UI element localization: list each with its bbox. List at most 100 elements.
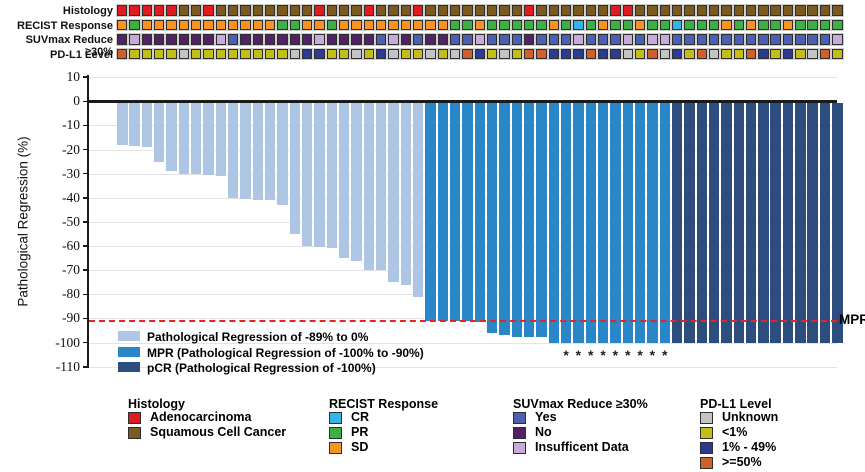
track-cell-pdl1 (548, 48, 559, 60)
track-cell-pdl1 (819, 48, 831, 60)
bar-regression (400, 102, 412, 285)
track-cell-pdl1 (684, 48, 695, 60)
track-cell-suvmax (166, 34, 177, 45)
track-cell-suvmax (474, 34, 485, 45)
bar-regression (351, 102, 362, 261)
track-cell-recist (819, 19, 831, 31)
inner-legend-label: Pathological Regression of -89% to 0% (147, 330, 369, 344)
track-cell-recist (486, 19, 498, 31)
track-cell-pdl1 (338, 48, 350, 60)
legend-swatch (700, 456, 713, 469)
track-cell-pdl1 (425, 48, 436, 60)
legend-item-label: Unknown (722, 410, 779, 424)
track-cell-histology (745, 5, 757, 16)
track-cell-suvmax (548, 34, 559, 45)
legend-item-label: >=50% (722, 455, 762, 469)
track-cell-histology (141, 5, 153, 16)
track-cell-suvmax (437, 34, 448, 45)
track-cell-histology (462, 5, 473, 16)
y-tick-label: -90 (62, 310, 80, 326)
bar-pcr (758, 102, 769, 343)
track-cell-pdl1 (240, 48, 251, 60)
track-cell-suvmax (289, 34, 300, 45)
track-cell-suvmax (277, 34, 288, 45)
bar-mpr (610, 102, 621, 343)
track-cell-suvmax (585, 34, 596, 45)
bar-pcr (721, 102, 732, 343)
track-cell-pdl1 (129, 48, 140, 60)
track-cell-histology (684, 5, 695, 16)
track-cell-histology (499, 5, 510, 16)
track-label-suvmax: SUVmax Reduce ≥30% (25, 34, 113, 58)
bar-regression (277, 102, 288, 206)
track-cell-pdl1 (671, 48, 683, 60)
y-tick (83, 317, 88, 320)
track-cell-histology (425, 5, 436, 16)
bar-mpr (622, 102, 634, 343)
legend-swatch (700, 426, 713, 439)
track-cell-pdl1 (745, 48, 757, 60)
track-cell-pdl1 (486, 48, 498, 60)
track-cell-recist (721, 19, 732, 31)
track-cell-pdl1 (696, 48, 707, 60)
track-cell-recist (117, 19, 128, 31)
y-tick-label: -60 (62, 238, 80, 254)
track-cell-suvmax (240, 34, 251, 45)
track-cell-pdl1 (314, 48, 325, 60)
bar-regression (117, 102, 128, 145)
track-cell-recist (610, 19, 621, 31)
track-cell-recist (289, 19, 300, 31)
legend-item-label: CR (351, 410, 370, 424)
track-cell-histology (129, 5, 140, 16)
bar-regression (326, 102, 338, 249)
track-cell-histology (338, 5, 350, 16)
track-cell-suvmax (721, 34, 732, 45)
y-tick (83, 148, 88, 151)
asterisk: * (661, 347, 668, 363)
track-cell-pdl1 (178, 48, 190, 60)
track-cell-recist (758, 19, 769, 31)
track-cell-recist (745, 19, 757, 31)
track-cell-histology (449, 5, 461, 16)
track-cell-suvmax (523, 34, 535, 45)
track-cell-pdl1 (708, 48, 720, 60)
asterisk: * (563, 347, 569, 363)
bar-pcr (832, 102, 843, 343)
legend-swatch (128, 411, 141, 424)
y-tick-label: -20 (62, 141, 80, 157)
track-cell-suvmax (560, 34, 572, 45)
track-cell-pdl1 (647, 48, 658, 60)
mpr-threshold-line (89, 320, 837, 322)
track-cell-histology (647, 5, 658, 16)
track-cell-histology (795, 5, 806, 16)
bar-mpr (511, 102, 523, 337)
track-label-recist: RECIST Response (17, 19, 113, 32)
track-cell-suvmax (351, 34, 362, 45)
bar-regression (190, 102, 202, 174)
track-cell-recist (782, 19, 794, 31)
track-cell-histology (832, 5, 843, 16)
track-cell-suvmax (634, 34, 646, 45)
track-cell-histology (166, 5, 177, 16)
track-cell-pdl1 (363, 48, 374, 60)
bar-regression (141, 102, 153, 148)
track-cell-recist (634, 19, 646, 31)
y-tick (83, 100, 88, 103)
bar-pcr (696, 102, 707, 343)
track-cell-recist (474, 19, 485, 31)
bar-mpr (462, 102, 473, 321)
inner-legend-swatch (118, 331, 140, 341)
bar-regression (215, 102, 227, 177)
track-cell-recist (560, 19, 572, 31)
track-cell-histology (721, 5, 732, 16)
legend-item-label: SD (351, 440, 369, 454)
track-cell-pdl1 (449, 48, 461, 60)
track-cell-suvmax (178, 34, 190, 45)
track-cell-histology (351, 5, 362, 16)
y-tick (83, 124, 88, 127)
legend-title: Histology (128, 397, 185, 411)
y-tick-label: -50 (62, 213, 80, 229)
track-cell-suvmax (400, 34, 411, 45)
track-cell-pdl1 (326, 48, 337, 60)
track-cell-suvmax (610, 34, 621, 45)
